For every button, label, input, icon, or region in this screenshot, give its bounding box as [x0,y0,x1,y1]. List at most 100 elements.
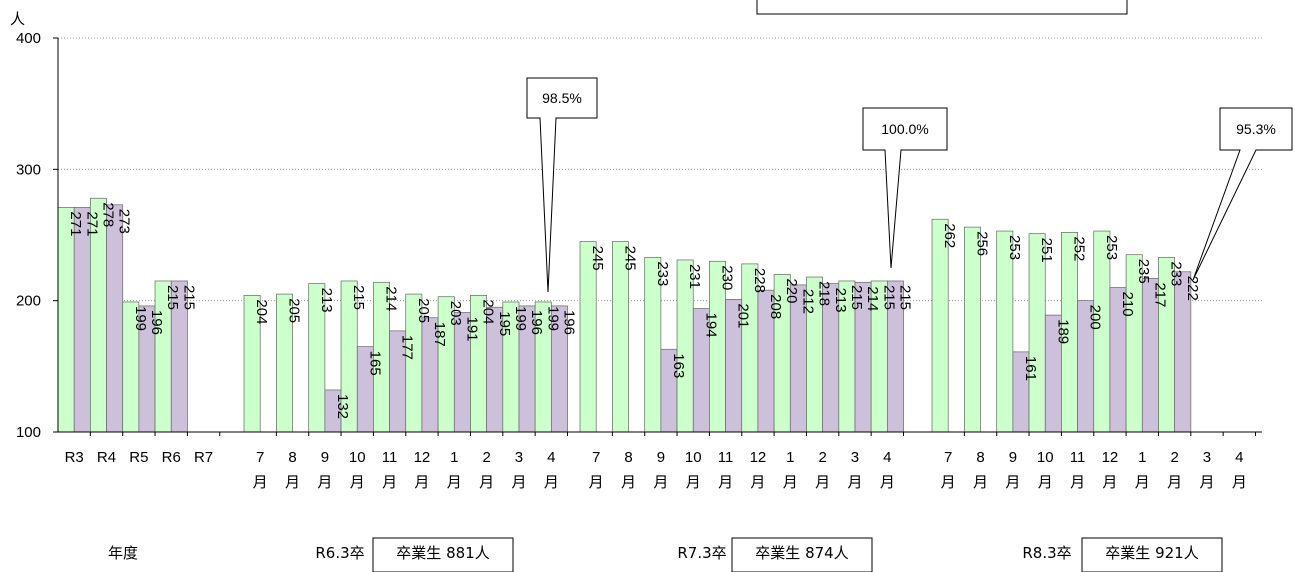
value-label-green: 233 [1168,261,1185,286]
x-month-suffix: 月 [847,474,862,491]
value-label-purple: 212 [799,289,816,314]
value-label-purple: 196 [560,310,577,335]
x-tick-label: 8 [624,449,632,466]
x-tick-label: R4 [97,449,116,466]
value-label-green: 205 [285,298,302,323]
value-label-green: 253 [1006,235,1023,260]
value-label-green: 215 [880,285,897,310]
x-month-suffix: 月 [414,474,429,491]
rate-callout [862,107,948,269]
x-month-suffix: 月 [544,474,559,491]
x-month-suffix: 月 [479,474,494,491]
y-tick-label: 300 [16,161,41,178]
x-month-suffix: 月 [653,474,668,491]
value-label-green: 214 [383,286,400,311]
x-tick-label: 3 [851,449,859,466]
value-label-purple: 201 [735,303,752,328]
value-label-purple: 210 [1119,292,1136,317]
x-tick-label: 10 [685,449,702,466]
x-month-suffix: 月 [718,474,733,491]
x-month-suffix: 月 [350,474,365,491]
value-label-green: 278 [99,202,116,227]
value-label-green: 228 [751,268,768,293]
value-label-green: 233 [654,261,671,286]
x-month-suffix: 月 [1070,474,1085,491]
x-tick-label: R3 [65,449,84,466]
x-tick-label: 2 [818,449,826,466]
x-tick-label: 11 [1070,449,1086,466]
value-label-green: 220 [783,278,800,303]
value-label-purple: 208 [767,294,784,319]
x-tick-label: 9 [657,449,665,466]
value-label-purple: 200 [1087,305,1104,330]
x-month-suffix: 月 [1167,474,1182,491]
x-month-suffix: 月 [589,474,604,491]
value-label-green: 204 [253,299,270,324]
x-tick-label: R6 [162,449,181,466]
x-tick-label: 2 [482,449,490,466]
legend-box [756,0,1128,15]
x-tick-label: 12 [1102,449,1119,466]
value-label-purple: 196 [148,310,165,335]
x-month-suffix: 月 [686,474,701,491]
x-tick-label: 1 [1138,449,1146,466]
x-tick-label: 7 [256,449,264,466]
value-label-green: 199 [544,306,561,331]
value-label-green: 245 [621,246,638,271]
value-label-purple: 217 [1151,282,1168,307]
value-label-green: 203 [447,301,464,326]
axis-layer: 100 200 300 400 人 [10,11,1262,441]
value-label-green: 199 [132,306,149,331]
value-label-green: 252 [1071,236,1088,261]
graduates-label: 卒業生 921人 [1105,544,1198,562]
value-label-green: 230 [719,265,736,290]
value-label-purple: 163 [670,353,687,378]
value-label-purple: 165 [366,351,383,376]
y-tick-label: 400 [16,30,41,47]
value-label-green: 215 [848,285,865,310]
x-month-suffix: 月 [1005,474,1020,491]
value-label-green: 245 [589,246,606,271]
x-tick-label: 9 [1009,449,1017,466]
value-label-green: 262 [941,223,958,248]
graduates-box [731,537,873,572]
bar-green [57,207,75,433]
annot-layer: 98.5% 100.0% 95.3% [526,77,1293,293]
bar-purple [73,207,91,433]
x-month-suffix: 月 [941,474,956,491]
x-month-suffix: 月 [783,474,798,491]
x-month-suffix: 月 [973,474,988,491]
x-month-suffix: 月 [1135,474,1150,491]
y-tick-label: 100 [16,424,41,441]
rate-callout [1192,107,1293,281]
bar-purple [106,204,124,433]
value-label-green: 215 [350,285,367,310]
graduates-box [1081,537,1223,572]
cohort-title: R6.3卒 [315,544,364,562]
x-month-suffix: 月 [1102,474,1117,491]
cohort-title: R8.3卒 [1022,544,1071,562]
x-tick-label: 11 [718,449,734,466]
x-tick-label: 3 [515,449,523,466]
value-label-purple: 132 [334,394,351,419]
x-month-suffix: 月 [253,474,268,491]
rate-label: 95.3% [1236,121,1276,137]
value-label-green: 256 [973,231,990,256]
value-label-purple: 271 [83,211,100,236]
x-tick-label: 1 [450,449,458,466]
value-label-purple: 196 [528,310,545,335]
x-tick-label: 7 [944,449,952,466]
graduates-label: 卒業生 881人 [396,544,489,562]
x-month-suffix: 月 [1232,474,1247,491]
x-tick-label: 4 [547,449,555,466]
graduates-label: 卒業生 874人 [755,544,848,562]
x-tick-label: 12 [750,449,767,466]
x-tick-label: 12 [414,449,431,466]
value-label-purple: 177 [399,335,416,360]
x-tick-label: 1 [786,449,794,466]
value-label-purple: 215 [180,285,197,310]
x-month-suffix: 月 [880,474,895,491]
bar-green [1093,230,1111,433]
x-tick-label: 9 [321,449,329,466]
